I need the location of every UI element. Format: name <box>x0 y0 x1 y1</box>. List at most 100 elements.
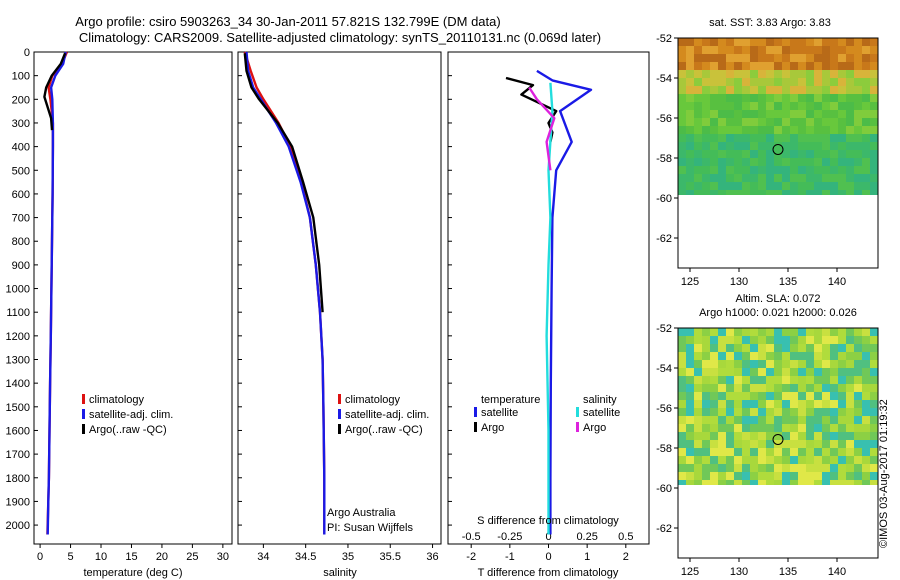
map-cell <box>702 392 710 400</box>
map-cell <box>750 336 758 344</box>
temperature-plot: 0 5 10 15 20 25 30 <box>37 51 229 563</box>
map-cell <box>790 408 798 416</box>
map-cell <box>814 190 822 195</box>
map-cell <box>718 400 726 408</box>
map-cell <box>854 174 862 182</box>
map-cell <box>742 424 750 432</box>
map-cell <box>702 62 710 70</box>
map-cell <box>750 360 758 368</box>
map-cell <box>774 110 782 118</box>
map-cell <box>734 424 742 432</box>
map-cell <box>694 110 702 118</box>
depth-tick-label: 2000 <box>6 520 30 532</box>
map-cell <box>798 54 806 62</box>
map-cell <box>830 472 838 480</box>
map-cell <box>846 182 854 190</box>
map-cell <box>694 118 702 126</box>
map-cell <box>758 86 766 94</box>
map-cell <box>822 134 830 142</box>
map-cell <box>782 102 790 110</box>
map-cell <box>702 142 710 150</box>
map-cell <box>798 456 806 464</box>
map-cell <box>822 464 830 472</box>
map-cell <box>838 38 846 46</box>
map-cell <box>806 384 814 392</box>
map-cell <box>790 416 798 424</box>
map-cell <box>766 38 774 46</box>
map-cell <box>750 62 758 70</box>
map-cell <box>766 384 774 392</box>
map-cell <box>846 190 854 195</box>
map-cell <box>862 416 870 424</box>
map-cell <box>678 392 686 400</box>
map-cell <box>686 126 694 134</box>
map-cell <box>686 416 694 424</box>
map-cell <box>822 102 830 110</box>
map-cell <box>702 432 710 440</box>
map-cell <box>782 86 790 94</box>
map-cell <box>686 70 694 78</box>
map-cell <box>726 408 734 416</box>
map-cell <box>806 174 814 182</box>
map-cell <box>766 94 774 102</box>
map-cell <box>686 86 694 94</box>
legend-swatch-s-argo <box>576 422 579 432</box>
map-cell <box>790 448 798 456</box>
legend-swatch-climatology <box>82 394 85 404</box>
map-cell <box>702 134 710 142</box>
map-cell <box>686 344 694 352</box>
map-cell <box>758 408 766 416</box>
legend-label-argo: Argo(..raw -QC) <box>89 424 167 436</box>
map-cell <box>806 464 814 472</box>
map-cell <box>702 150 710 158</box>
map-cell <box>830 480 838 485</box>
map-cell <box>838 480 846 485</box>
lat-tick-label: -60 <box>656 193 672 205</box>
map-cell <box>766 328 774 336</box>
map-cell <box>750 400 758 408</box>
map-cell <box>798 102 806 110</box>
legend-swatch-climatology <box>338 394 341 404</box>
map-cell <box>806 102 814 110</box>
map-cell <box>678 480 686 485</box>
map-cell <box>742 70 750 78</box>
map-cell <box>790 158 798 166</box>
map-cell <box>838 54 846 62</box>
map-cell <box>678 448 686 456</box>
map-cell <box>694 336 702 344</box>
map-cell <box>710 102 718 110</box>
map-cell <box>798 464 806 472</box>
map-cell <box>710 126 718 134</box>
map-cell <box>774 400 782 408</box>
map-cell <box>790 424 798 432</box>
map-cell <box>814 392 822 400</box>
map-cell <box>822 448 830 456</box>
map-cell <box>766 78 774 86</box>
map-cell <box>702 126 710 134</box>
x-tick-label: 5 <box>67 551 73 563</box>
map-cell <box>726 110 734 118</box>
map-cell <box>862 400 870 408</box>
map-cell <box>686 166 694 174</box>
map-cell <box>846 166 854 174</box>
map-cell <box>718 94 726 102</box>
map-cell <box>798 94 806 102</box>
depth-tick-label: 800 <box>12 236 30 248</box>
map-cell <box>694 38 702 46</box>
map-cell <box>846 94 854 102</box>
map-cell <box>862 142 870 150</box>
map-cell <box>678 134 686 142</box>
map-cell <box>734 62 742 70</box>
map-cell <box>782 368 790 376</box>
lon-tick-label: 135 <box>779 566 797 578</box>
map-cell <box>806 424 814 432</box>
series-line-salinity-satellite <box>545 82 554 535</box>
map-cell <box>862 360 870 368</box>
lat-tick-label: -52 <box>656 33 672 45</box>
map-cell <box>710 142 718 150</box>
depth-tick-label: 300 <box>12 118 30 130</box>
map-cell <box>678 432 686 440</box>
map-cell <box>814 150 822 158</box>
map-cell <box>710 416 718 424</box>
map-cell <box>782 344 790 352</box>
